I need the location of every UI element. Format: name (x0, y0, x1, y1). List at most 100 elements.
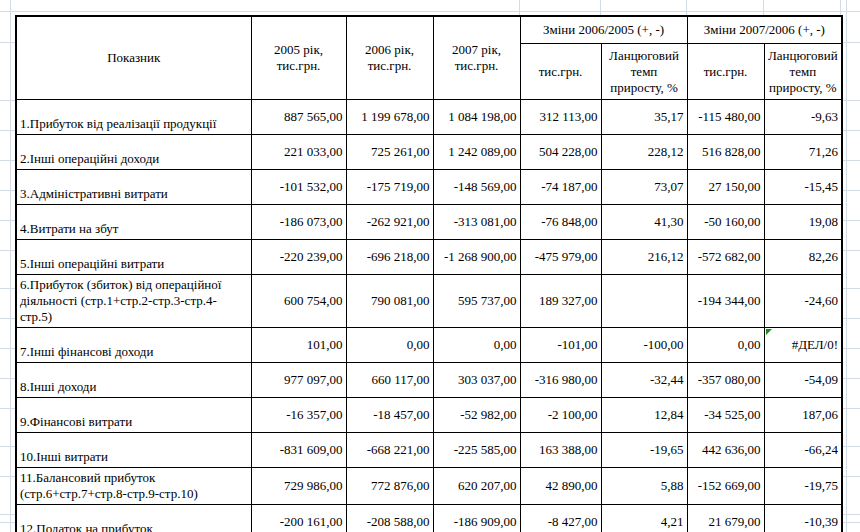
row-label-cell[interactable]: 2.Інші операційні доходи (16, 135, 251, 170)
value-cell[interactable]: 1 199 678,00 (346, 100, 433, 135)
value-cell[interactable]: 21 679,00 (687, 505, 764, 532)
header-year-2005[interactable]: 2005 рік, тис.грн. (251, 16, 346, 100)
value-cell[interactable]: -18 457,00 (346, 398, 433, 433)
value-cell[interactable]: -100,00 (601, 328, 687, 363)
value-cell[interactable]: -19,65 (601, 433, 687, 468)
value-cell[interactable]: -76 848,00 (520, 205, 601, 240)
value-cell[interactable]: 1 242 089,00 (433, 135, 520, 170)
value-cell[interactable]: 0,00 (687, 328, 764, 363)
value-cell[interactable]: -52 982,00 (433, 398, 520, 433)
value-cell[interactable]: -572 682,00 (687, 240, 764, 275)
value-cell[interactable]: -668 221,00 (346, 433, 433, 468)
row-label-cell[interactable]: 9.Фінансові витрати (16, 398, 251, 433)
value-cell[interactable]: -10,39 (764, 505, 842, 532)
value-cell[interactable]: 600 754,00 (251, 275, 346, 328)
value-cell[interactable]: -200 161,00 (251, 505, 346, 532)
value-cell[interactable]: -101,00 (520, 328, 601, 363)
value-cell[interactable]: 790 081,00 (346, 275, 433, 328)
value-cell[interactable]: 442 636,00 (687, 433, 764, 468)
value-cell[interactable]: -74 187,00 (520, 170, 601, 205)
row-label-cell[interactable]: 4.Витрати на збут (16, 205, 251, 240)
header-year-2006[interactable]: 2006 рік, тис.грн. (346, 16, 433, 100)
value-cell[interactable]: -225 585,00 (433, 433, 520, 468)
value-cell[interactable]: 772 876,00 (346, 468, 433, 505)
value-cell[interactable]: -34 525,00 (687, 398, 764, 433)
value-cell[interactable]: 189 327,00 (520, 275, 601, 328)
value-cell[interactable]: 303 037,00 (433, 363, 520, 398)
value-cell[interactable]: 660 117,00 (346, 363, 433, 398)
value-cell[interactable]: 12,84 (601, 398, 687, 433)
value-cell[interactable]: -357 080,00 (687, 363, 764, 398)
row-label-cell[interactable]: 5.Інші операційні витрати (16, 240, 251, 275)
header-changes-2007-2006[interactable]: Зміни 2007/2006 (+, -) (687, 16, 842, 44)
value-cell[interactable]: 725 261,00 (346, 135, 433, 170)
value-cell[interactable]: -186 073,00 (251, 205, 346, 240)
value-cell[interactable] (601, 275, 687, 328)
value-cell[interactable]: 1 084 198,00 (433, 100, 520, 135)
value-cell[interactable]: 0,00 (433, 328, 520, 363)
value-cell[interactable]: -15,45 (764, 170, 842, 205)
value-cell[interactable]: -24,60 (764, 275, 842, 328)
value-cell[interactable]: -313 081,00 (433, 205, 520, 240)
value-cell[interactable]: 19,08 (764, 205, 842, 240)
value-cell[interactable]: -19,75 (764, 468, 842, 505)
value-cell[interactable]: -50 160,00 (687, 205, 764, 240)
value-cell[interactable]: -262 921,00 (346, 205, 433, 240)
value-cell[interactable]: -66,24 (764, 433, 842, 468)
value-cell[interactable]: 595 737,00 (433, 275, 520, 328)
row-label-cell[interactable]: 3.Адміністративні витрати (16, 170, 251, 205)
value-cell[interactable]: 620 207,00 (433, 468, 520, 505)
value-cell[interactable]: 729 986,00 (251, 468, 346, 505)
value-cell[interactable]: 101,00 (251, 328, 346, 363)
row-label-cell[interactable]: 11.Балансовий прибуток (стр.6+стр.7+стр.… (16, 468, 251, 505)
value-cell[interactable]: 27 150,00 (687, 170, 764, 205)
header-sub-thousand-1[interactable]: тис.грн. (520, 44, 601, 100)
value-cell[interactable]: -148 569,00 (433, 170, 520, 205)
value-cell[interactable]: -1 268 900,00 (433, 240, 520, 275)
value-cell[interactable]: 4,21 (601, 505, 687, 532)
value-cell[interactable]: -831 609,00 (251, 433, 346, 468)
row-label-cell[interactable]: 12.Податок на прибуток (16, 505, 251, 532)
value-cell[interactable]: -8 427,00 (520, 505, 601, 532)
value-cell[interactable]: 504 228,00 (520, 135, 601, 170)
value-cell[interactable]: 5,88 (601, 468, 687, 505)
value-cell[interactable]: 42 890,00 (520, 468, 601, 505)
value-cell[interactable]: 35,17 (601, 100, 687, 135)
value-cell[interactable]: 221 033,00 (251, 135, 346, 170)
value-cell[interactable]: 71,26 (764, 135, 842, 170)
value-cell[interactable]: -220 239,00 (251, 240, 346, 275)
row-label-cell[interactable]: 8.Інші доходи (16, 363, 251, 398)
row-label-cell[interactable]: 6.Прибуток (збиток) від операційної діял… (16, 275, 251, 328)
row-label-cell[interactable]: 10.Інші витрати (16, 433, 251, 468)
value-cell[interactable]: 73,07 (601, 170, 687, 205)
row-label-cell[interactable]: 7.Інші фінансові доходи (16, 328, 251, 363)
value-cell[interactable]: -16 357,00 (251, 398, 346, 433)
value-cell[interactable]: -696 218,00 (346, 240, 433, 275)
header-sub-rate-1[interactable]: Ланцюговий темп приросту, % (601, 44, 687, 100)
header-sub-rate-2[interactable]: Ланцюговий темп приросту, % (764, 44, 842, 100)
value-cell[interactable]: -9,63 (764, 100, 842, 135)
value-cell[interactable]: -175 719,00 (346, 170, 433, 205)
value-cell[interactable]: 312 113,00 (520, 100, 601, 135)
value-cell[interactable]: -115 480,00 (687, 100, 764, 135)
value-cell[interactable]: -194 344,00 (687, 275, 764, 328)
value-cell[interactable]: -475 979,00 (520, 240, 601, 275)
value-cell[interactable]: 216,12 (601, 240, 687, 275)
value-cell[interactable]: 82,26 (764, 240, 842, 275)
header-changes-2006-2005[interactable]: Зміни 2006/2005 (+, -) (520, 16, 687, 44)
value-cell[interactable]: 887 565,00 (251, 100, 346, 135)
value-cell[interactable]: 977 097,00 (251, 363, 346, 398)
value-cell[interactable]: 0,00 (346, 328, 433, 363)
header-indicator[interactable]: Показник (16, 16, 251, 100)
header-sub-thousand-2[interactable]: тис.грн. (687, 44, 764, 100)
value-cell[interactable]: -101 532,00 (251, 170, 346, 205)
value-cell[interactable]: 41,30 (601, 205, 687, 240)
value-cell[interactable]: 163 388,00 (520, 433, 601, 468)
value-cell[interactable]: -186 909,00 (433, 505, 520, 532)
header-year-2007[interactable]: 2007 рік, тис.грн. (433, 16, 520, 100)
value-cell[interactable]: 187,06 (764, 398, 842, 433)
row-label-cell[interactable]: 1.Прибуток від реалізації продукції (16, 100, 251, 135)
value-cell[interactable]: -2 100,00 (520, 398, 601, 433)
value-cell[interactable]: 228,12 (601, 135, 687, 170)
value-cell[interactable]: -54,09 (764, 363, 842, 398)
